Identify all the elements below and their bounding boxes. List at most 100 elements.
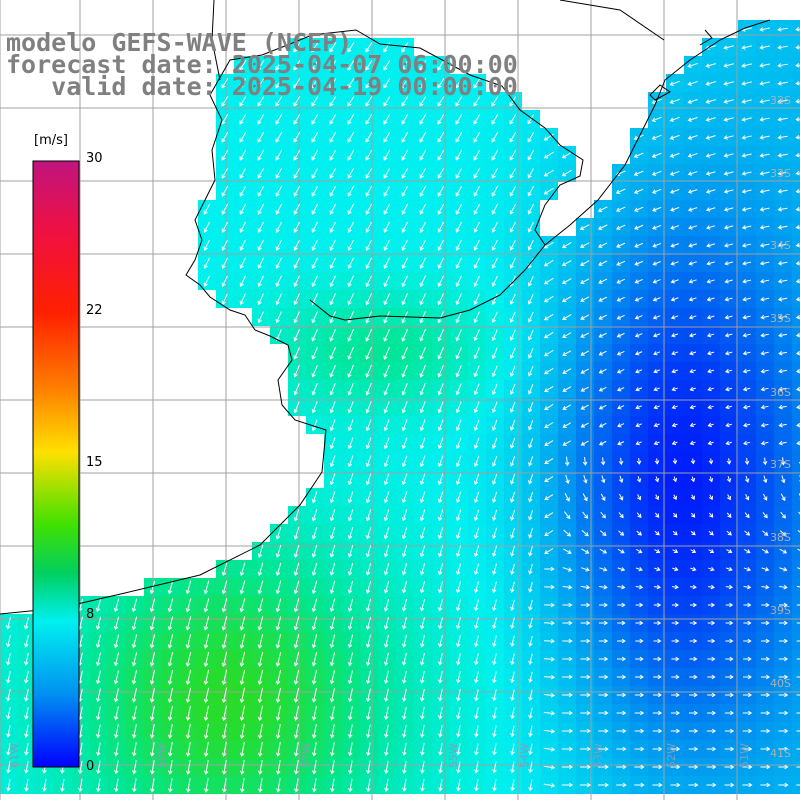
wind-arrow [760,171,770,175]
wind-arrow [258,633,264,649]
wind-arrow [240,616,246,630]
wind-arrow-head [741,189,747,194]
wind-arrow-head [365,589,371,594]
wind-arrow [689,351,697,355]
wind-arrow-head [763,514,768,519]
wind-arrow-head [455,228,460,233]
wind-arrow-head [723,135,728,140]
wind-arrow [455,185,463,197]
wind-arrow [544,277,554,285]
wind-arrow-head [113,662,119,667]
wind-arrow-head [365,625,371,631]
wind-arrow [437,77,445,89]
wind-arrow-head [293,210,298,215]
wind-arrow-head [455,120,460,125]
wind-arrow [583,475,587,483]
wind-arrow [401,167,409,179]
wind-arrow-head [275,228,280,233]
wind-arrow-head [705,171,711,176]
wind-arrow-head [691,513,696,518]
wind-arrow-head [492,715,497,720]
wind-arrow-head [622,710,627,716]
wind-arrow [706,153,716,157]
wind-arrow [474,527,480,539]
wind-arrow-head [543,298,549,303]
wind-arrow-head [745,496,750,501]
wind-arrow [511,743,515,755]
wind-arrow-head [455,373,460,378]
wind-arrow-head [24,751,29,756]
wind-arrow [779,423,787,427]
wind-arrow [347,221,355,233]
wind-arrow-head [709,549,715,554]
wind-arrow [706,243,716,247]
wind-arrow-head [564,461,570,467]
wind-arrow-head [168,770,173,775]
wind-arrow-head [777,63,782,68]
wind-arrow [169,760,173,774]
wind-arrow [616,188,626,194]
wind-arrow-head [293,626,299,631]
wind-arrow-head [167,608,173,613]
wind-arrow [616,206,626,212]
wind-arrow [742,153,752,157]
wind-arrow [420,401,426,413]
wind-arrow-head [275,553,281,558]
wind-arrow-head [311,535,317,540]
wind-arrow-head [257,300,262,306]
wind-arrow-head [580,297,585,302]
wind-arrow [294,509,300,521]
wind-arrow-head [527,336,533,341]
wind-arrow [186,669,192,685]
wind-arrow [204,616,210,630]
wind-arrow [617,586,625,588]
wind-arrow [329,167,337,179]
wind-arrow-head [239,282,244,287]
wind-arrow [456,293,462,305]
wind-arrow [349,706,353,720]
wind-arrow-head [759,117,764,122]
wind-arrow-head [604,656,609,662]
wind-arrow-head [312,770,317,775]
wind-arrow-head [455,426,461,432]
wind-arrow [277,723,281,739]
wind-arrow [438,347,444,359]
wind-arrow-head [437,516,443,522]
field-cell [792,74,800,92]
wind-arrow-head [562,441,567,446]
wind-arrow [366,598,372,612]
wind-arrow-head [795,99,800,104]
wind-arrow [366,364,372,378]
wind-arrow [276,669,282,685]
wind-arrow-head [329,698,335,703]
wind-arrow-head [759,243,765,248]
wind-arrow-head [730,728,735,734]
wind-arrow-head [705,117,710,122]
wind-arrow [402,401,408,413]
wind-arrow [635,369,643,373]
wind-arrow [528,474,534,484]
wind-arrow [403,688,407,702]
wind-arrow-head [780,461,786,466]
wind-arrow-head [598,441,604,446]
wind-arrow-head [42,769,47,774]
field-cell [792,686,800,704]
wind-arrow-head [401,174,406,179]
wind-arrow-head [509,372,515,377]
wind-arrow-head [329,426,335,432]
wind-arrow-head [676,746,681,752]
wind-arrow-head [795,350,800,356]
wind-arrow [347,59,355,71]
wind-arrow [439,707,443,719]
wind-arrow-head [579,243,585,249]
wind-arrow-head [221,192,226,197]
wind-arrow [79,706,83,720]
wind-arrow [275,113,283,125]
wind-arrow-head [257,156,262,161]
wind-arrow-head [257,644,263,649]
wind-arrow [311,42,319,52]
wind-arrow [635,567,643,571]
wind-arrow-head [437,498,443,504]
wind-arrow [438,545,444,557]
